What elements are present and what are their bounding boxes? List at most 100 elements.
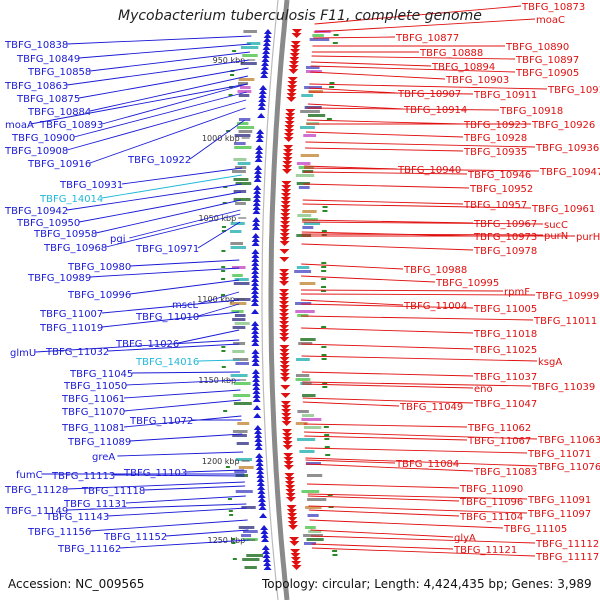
reverse-gene-arrow (280, 405, 291, 410)
leader-line (66, 35, 252, 45)
forward-gene-arrow (254, 433, 263, 438)
gene-label-left: TBFG_11026 (115, 339, 179, 350)
leader-line (308, 87, 398, 94)
gene-label-left: moaA (5, 120, 34, 131)
forward-gene-arrow (252, 397, 261, 402)
leader-line (73, 91, 247, 138)
forward-gene-arrow (263, 565, 272, 570)
feature-block (235, 490, 253, 493)
gene-label-right: eno (474, 384, 493, 395)
reverse-gene-arrow (283, 137, 294, 142)
feature-block (303, 426, 322, 429)
leader-line (301, 315, 534, 321)
reverse-gene-arrow (290, 553, 301, 558)
feature-block (296, 162, 311, 165)
scale-tick-label: 1150 kbp (198, 376, 236, 385)
forward-gene-arrow (252, 221, 261, 226)
forward-gene-arrow (253, 185, 262, 190)
gene-label-right: TBFG_10913 (547, 85, 600, 96)
leader-line (310, 71, 446, 80)
feature-dash (321, 262, 327, 264)
leader-line (307, 107, 500, 111)
gene-label-right: ksgA (538, 357, 562, 368)
reverse-gene-arrow (283, 457, 294, 462)
gene-label-right: TBFG_10967 (473, 219, 537, 230)
leader-line (129, 209, 241, 239)
scale-ticks: 950 kbp 1000 kbp 1050 kbp 1100 kbp 1150 kbp 1… (197, 56, 256, 545)
leader-line (35, 339, 240, 353)
feature-block (312, 34, 324, 37)
scale-tick-label: 950 kbp (213, 56, 246, 65)
feature-block (234, 134, 251, 137)
feature-block (301, 490, 320, 493)
forward-gene-arrow (252, 193, 261, 198)
reverse-gene-arrow (287, 85, 298, 90)
gene-label-right: TBFG_11071 (527, 449, 591, 460)
forward-gene-arrow (252, 381, 261, 386)
gene-label-right: TBFG_11005 (473, 304, 537, 315)
feature-block (295, 310, 315, 313)
forward-gene-arrow (251, 349, 260, 354)
feature-block (240, 86, 251, 89)
forward-gene-arrow (255, 453, 264, 458)
forward-gene-arrow (255, 465, 264, 470)
backbone-line (268, 0, 290, 600)
reverse-gene-arrow (285, 489, 296, 494)
feature-block (234, 322, 250, 325)
feature-block (234, 470, 247, 473)
feature-block (234, 314, 246, 317)
feature-dash (321, 266, 327, 268)
feature-dash (221, 346, 226, 348)
feature-block (233, 394, 251, 397)
reverse-gene-arrow (279, 257, 290, 262)
feature-dash (226, 130, 231, 132)
gene-label-left: TBFG_11113 (51, 471, 115, 482)
reverse-gene-arrow (281, 185, 292, 190)
gene-label-right: TBFG_10926 (531, 120, 595, 131)
forward-gene-arrow (256, 129, 265, 134)
leader-line (129, 279, 240, 295)
gene-label-left: TBFG_11128 (4, 485, 68, 496)
feature-block (232, 318, 246, 321)
gene-label-left: TBFG_11103 (123, 468, 187, 479)
leader-line (302, 219, 474, 224)
reverse-gene-arrow (279, 325, 290, 330)
leader-line (305, 457, 538, 467)
feature-dash (321, 230, 327, 232)
leader-line (117, 451, 244, 457)
reverse-gene-arrow (288, 69, 299, 74)
reverse-gene-arrow (279, 297, 290, 302)
reverse-gene-arrow (279, 269, 290, 274)
forward-gene-arrow (262, 49, 271, 54)
gene-label-right: TBFG_10995 (435, 278, 499, 289)
feature-block (301, 94, 314, 97)
forward-gene-arrow (251, 297, 260, 302)
forward-gene-arrow (252, 389, 261, 394)
gene-label-right: TBFG_11047 (473, 399, 537, 410)
feature-block (235, 202, 246, 205)
leader-line (165, 529, 249, 537)
reverse-gene-arrow (282, 437, 293, 442)
leader-line (131, 371, 240, 374)
gene-label-right: TBFG_11091 (527, 495, 591, 506)
feature-dash (321, 346, 327, 348)
leader-line (89, 51, 250, 72)
leader-line (309, 519, 504, 529)
reverse-gene-arrow (284, 117, 295, 122)
leader-line (308, 91, 474, 95)
gene-label-left: TBFG_10989 (27, 273, 91, 284)
forward-gene-arrow (251, 329, 260, 334)
leader-line (121, 167, 243, 185)
reverse-gene-arrow (289, 57, 300, 62)
feature-dash (321, 358, 327, 360)
leader-line (78, 191, 242, 223)
feature-dash (228, 94, 233, 96)
feature-block (237, 422, 250, 425)
reverse-gene-arrow (287, 517, 298, 522)
reverse-gene-arrow (281, 181, 292, 186)
reverse-gene-arrow (279, 345, 290, 350)
gene-label-left: TBFG_14016 (135, 357, 199, 368)
forward-gene-arrow (251, 265, 260, 270)
reverse-gene-arrow (280, 393, 291, 398)
reverse-gene-arrow (279, 353, 290, 358)
